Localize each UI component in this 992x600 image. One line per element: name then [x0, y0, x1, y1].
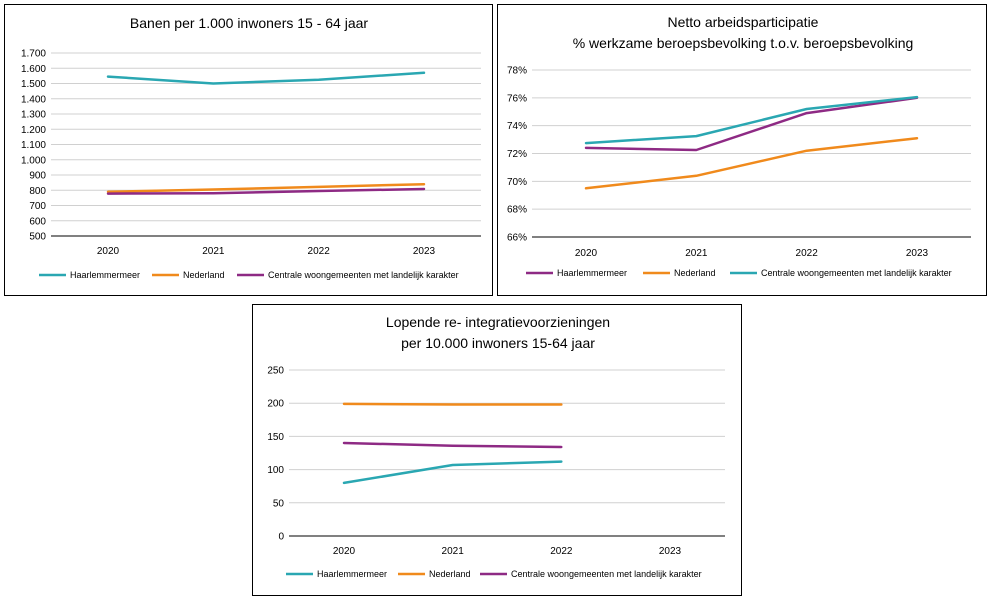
x-tick-label: 2022 [550, 546, 573, 557]
chart-title-line: Banen per 1.000 inwoners 15 - 64 jaar [130, 15, 368, 31]
y-tick-label: 72% [507, 149, 527, 160]
x-tick-label: 2021 [685, 248, 708, 259]
series-line-2 [342, 402, 563, 406]
x-tick-label: 2022 [796, 248, 819, 259]
x-tick-label: 2021 [442, 546, 465, 557]
legend-label: Nederland [674, 268, 716, 278]
legend-label: Nederland [183, 270, 225, 280]
chart-reintegratie: Lopende re- integratievoorzieningen per 1… [267, 314, 725, 579]
y-tick-label: 1.500 [21, 79, 46, 90]
y-tick-label: 1.700 [21, 49, 46, 60]
series-line-3 [106, 187, 426, 195]
y-tick-label: 250 [267, 366, 284, 377]
x-tick-label: 2023 [413, 246, 436, 257]
chart-panel-reintegratie: Lopende re- integratievoorzieningen per 1… [252, 304, 742, 596]
y-tick-label: 700 [29, 201, 46, 212]
y-tick-label: 50 [273, 498, 285, 509]
series-line-2 [584, 136, 919, 190]
y-tick-label: 76% [507, 93, 527, 104]
x-tick-label: 2023 [906, 248, 929, 259]
chart-arbeidsparticipatie: Netto arbeidsparticipatie % werkzame bero… [507, 14, 971, 278]
y-tick-label: 100 [267, 465, 284, 476]
x-tick-label: 2022 [308, 246, 331, 257]
x-tick-label: 2020 [333, 546, 356, 557]
chart-title-line: Netto arbeidsparticipatie [668, 14, 819, 30]
chart-panel-arbeidsparticipatie: Netto arbeidsparticipatie % werkzame bero… [497, 4, 987, 296]
y-tick-label: 1.400 [21, 94, 46, 105]
chart-banen: Banen per 1.000 inwoners 15 - 64 jaar 500… [21, 15, 481, 280]
legend-label: Centrale woongemeenten met landelijk kar… [268, 270, 459, 280]
legend-label: Haarlemmermeer [317, 569, 387, 579]
x-tick-label: 2023 [659, 546, 682, 557]
legend-label: Nederland [429, 569, 471, 579]
y-tick-label: 66% [507, 233, 527, 244]
y-tick-label: 600 [29, 216, 46, 227]
y-tick-label: 74% [507, 121, 527, 132]
x-tick-label: 2020 [575, 248, 598, 259]
series-line-1 [342, 460, 563, 485]
series-line-3 [342, 441, 563, 449]
chart-title-line: per 10.000 inwoners 15-64 jaar [401, 335, 595, 351]
y-tick-label: 800 [29, 186, 46, 197]
x-tick-label: 2020 [97, 246, 120, 257]
chart-panel-banen: Banen per 1.000 inwoners 15 - 64 jaar 500… [4, 4, 493, 296]
y-tick-label: 900 [29, 171, 46, 182]
y-tick-label: 78% [507, 66, 527, 77]
y-tick-label: 0 [278, 532, 284, 543]
x-tick-label: 2021 [202, 246, 225, 257]
chart-title-line: Lopende re- integratievoorzieningen [386, 314, 610, 330]
legend-label: Haarlemmermeer [557, 268, 627, 278]
legend-label: Haarlemmermeer [70, 270, 140, 280]
y-tick-label: 1.300 [21, 110, 46, 121]
y-tick-label: 200 [267, 399, 284, 410]
y-tick-label: 500 [29, 232, 46, 243]
chart-title-line: % werkzame beroepsbevolking t.o.v. beroe… [573, 35, 914, 51]
y-tick-label: 150 [267, 432, 284, 443]
y-tick-label: 68% [507, 205, 527, 216]
y-tick-label: 70% [507, 177, 527, 188]
y-tick-label: 1.100 [21, 140, 46, 151]
legend-label: Centrale woongemeenten met landelijk kar… [761, 268, 952, 278]
y-tick-label: 1.600 [21, 64, 46, 75]
y-tick-label: 1.200 [21, 125, 46, 136]
y-tick-label: 1.000 [21, 155, 46, 166]
series-line-1 [106, 71, 426, 85]
series-line-1 [584, 96, 919, 152]
series-line-3 [584, 95, 919, 145]
legend-label: Centrale woongemeenten met landelijk kar… [511, 569, 702, 579]
series-line-2 [106, 182, 426, 194]
